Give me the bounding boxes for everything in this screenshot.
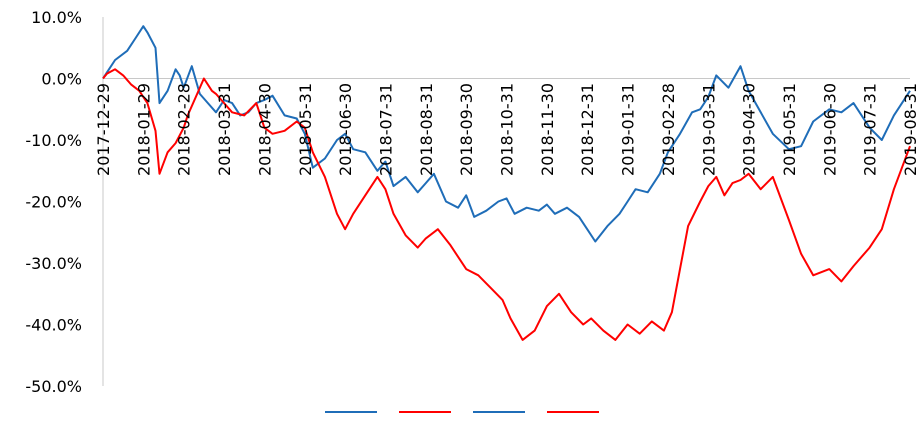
y-tick-label: -40.0% (25, 316, 82, 335)
y-tick-label: -30.0% (25, 254, 82, 273)
x-tick-label: 2018-06-30 (336, 83, 355, 176)
x-tick-label: 2018-08-31 (417, 83, 436, 176)
x-tick-label: 2018-03-31 (215, 83, 234, 176)
x-tick-label: 2018-04-30 (255, 83, 274, 176)
x-tick-label: 2017-12-29 (94, 83, 113, 176)
y-tick-label: 0.0% (41, 70, 82, 89)
x-tick-label: 2018-10-31 (498, 83, 517, 176)
x-tick-label: 2019-03-31 (699, 83, 718, 176)
x-tick-label: 2019-06-30 (820, 83, 839, 176)
y-tick-label: -20.0% (25, 193, 82, 212)
x-axis-labels: 2017-12-29 2018-01-29 2018-02-28 2018-03-31… (94, 83, 920, 176)
axes (102, 17, 910, 386)
x-tick-label: 2018-09-30 (457, 83, 476, 176)
x-tick-label: 2019-07-31 (861, 83, 880, 176)
x-tick-label: 2019-02-28 (659, 83, 678, 176)
x-tick-label: 2018-07-31 (376, 83, 395, 176)
x-tick-label: 2018-02-28 (175, 83, 194, 176)
x-tick-label: 2018-01-29 (134, 83, 153, 176)
x-tick-label: 2018-11-30 (538, 83, 557, 176)
series-layer (102, 25, 911, 341)
y-tick-label: -10.0% (25, 131, 82, 150)
y-tick-label: -50.0% (25, 377, 82, 396)
y-tick-label: 10.0% (31, 8, 82, 27)
y-axis-labels: 10.0% 0.0% -10.0% -20.0% -30.0% -40.0% -50.0% (25, 8, 82, 396)
series-line-2 (102, 68, 911, 341)
x-tick-label: 2019-04-30 (740, 83, 759, 176)
x-tick-label: 2019-08-31 (901, 83, 920, 176)
x-tick-label: 2018-12-31 (578, 83, 597, 176)
x-tick-label: 2019-01-31 (619, 83, 638, 176)
series-line-1 (102, 25, 911, 243)
x-tick-label: 2019-05-31 (780, 83, 799, 176)
x-tick-label: 2018-05-31 (296, 83, 315, 176)
